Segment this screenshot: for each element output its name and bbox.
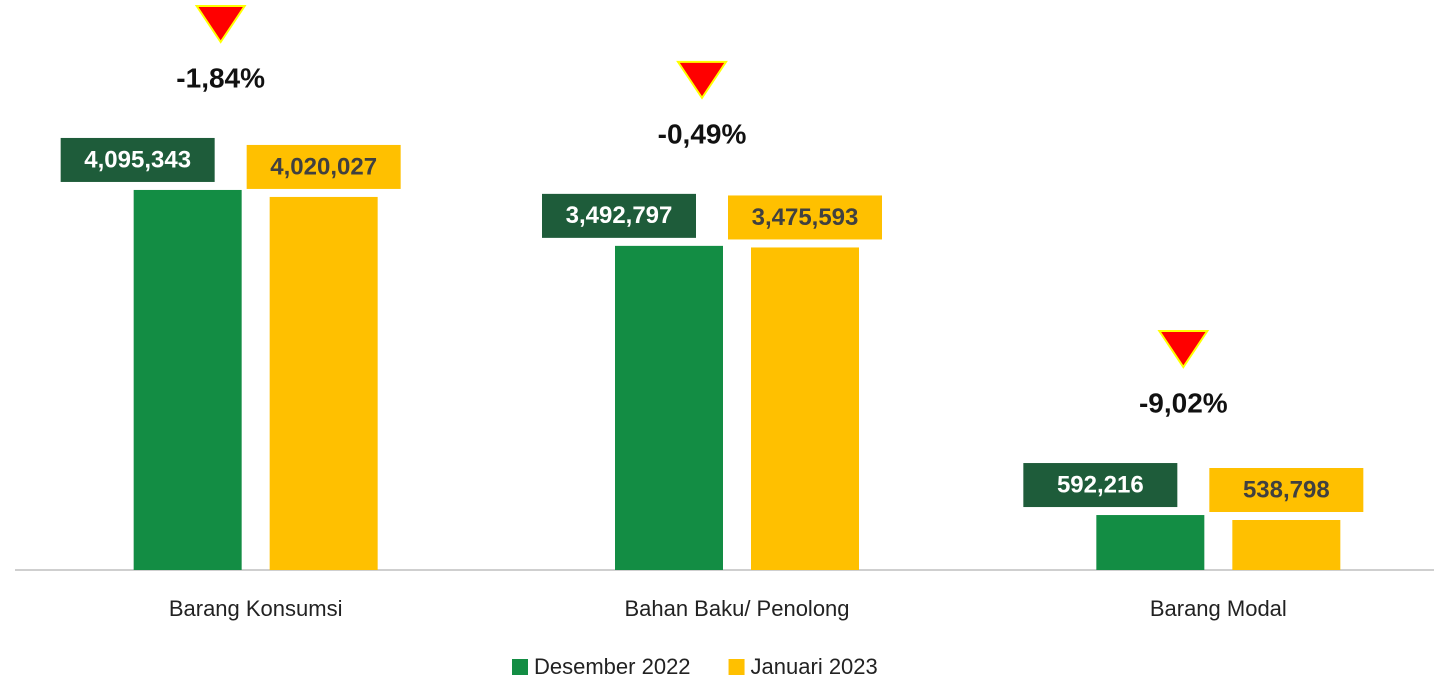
legend-label: Januari 2023 [751,654,878,679]
x-tick-label: Bahan Baku/ Penolong [624,596,849,621]
x-tick-label: Barang Modal [1150,596,1287,621]
value-label-box [60,137,215,182]
value-label-box [1023,463,1178,508]
value-label: 4,095,343 [84,146,191,173]
bar [269,196,378,570]
legend-swatch [512,659,528,675]
value-label: 3,492,797 [566,202,673,229]
value-label-box [246,144,401,189]
change-label: -9,02% [1139,387,1228,418]
value-label: 592,216 [1057,471,1144,498]
value-label: 538,798 [1243,476,1330,503]
down-triangle [194,5,247,44]
bar [751,247,859,570]
bar [1232,519,1341,570]
down-triangle [1157,330,1210,369]
x-tick-label: Barang Konsumsi [169,596,343,621]
change-label: -1,84% [176,62,265,93]
value-label-box [1209,467,1364,512]
value-label-box [542,193,696,238]
bar [615,245,723,570]
change-label: -0,49% [658,118,747,149]
bar [1096,515,1205,570]
value-label: 4,020,027 [270,153,377,180]
legend-swatch [728,659,745,675]
bar [133,189,242,571]
value-label-box [728,195,882,240]
down-triangle [676,60,728,100]
value-label: 3,475,593 [752,204,859,231]
legend-label: Desember 2022 [534,654,691,679]
